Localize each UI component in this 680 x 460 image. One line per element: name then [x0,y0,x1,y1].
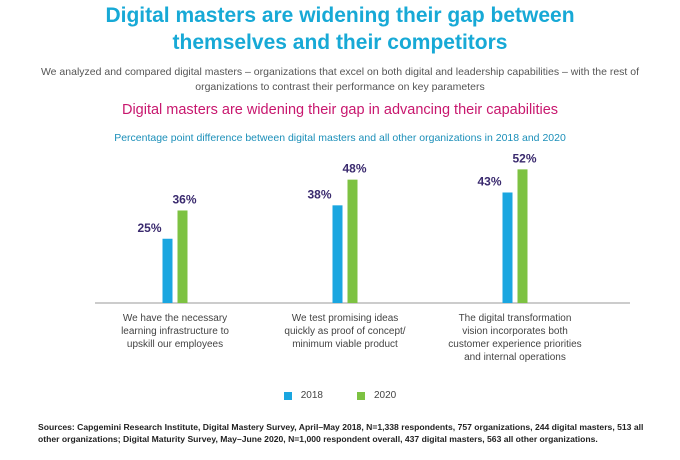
bar-2020-2 [347,179,358,303]
data-label-2020-3: 52% [512,151,536,165]
category-label-1: We have the necessary learning infrastruc… [121,313,229,350]
bar-2018-1 [162,238,173,303]
sources-footnote: Sources: Capgemini Research Institute, D… [38,422,644,444]
data-label-2018-3: 43% [477,174,501,188]
chart-title: Percentage point difference between digi… [114,132,566,144]
title-line-1: Digital masters are widening their gap b… [105,4,575,27]
category-label-2: We test promising ideas quickly as proof … [284,313,405,350]
legend-label-2018: 2018 [300,390,323,401]
bar-2020-3 [517,169,528,303]
bar-2018-2 [332,205,343,303]
legend-swatch-2018 [283,391,292,400]
chart-legend: 2018 2020 [0,390,680,401]
section-subtitle: Digital masters are widening their gap i… [121,102,559,118]
bar-chart: 25% 36% We have the necessary learning infr… [95,151,630,363]
intro-text: We analyzed and compared digital masters… [40,66,640,93]
legend-swatch-2020 [357,391,365,400]
page-title: Digital masters are widening their gap b… [40,2,640,56]
title-line-2: themselves and their competitors [172,31,508,54]
data-label-2020-1: 36% [172,192,196,206]
bar-2018-3 [502,192,513,303]
legend-item-2018: 2018 [283,390,323,401]
category-label-3: The digital transformation vision incorpo… [448,313,581,363]
data-label-2018-2: 38% [307,187,331,201]
legend-item-2020: 2020 [357,390,396,401]
bar-2020-1 [177,210,188,303]
data-label-2018-1: 25% [137,221,161,235]
legend-label-2020: 2020 [374,390,397,401]
data-label-2020-2: 48% [342,162,366,176]
